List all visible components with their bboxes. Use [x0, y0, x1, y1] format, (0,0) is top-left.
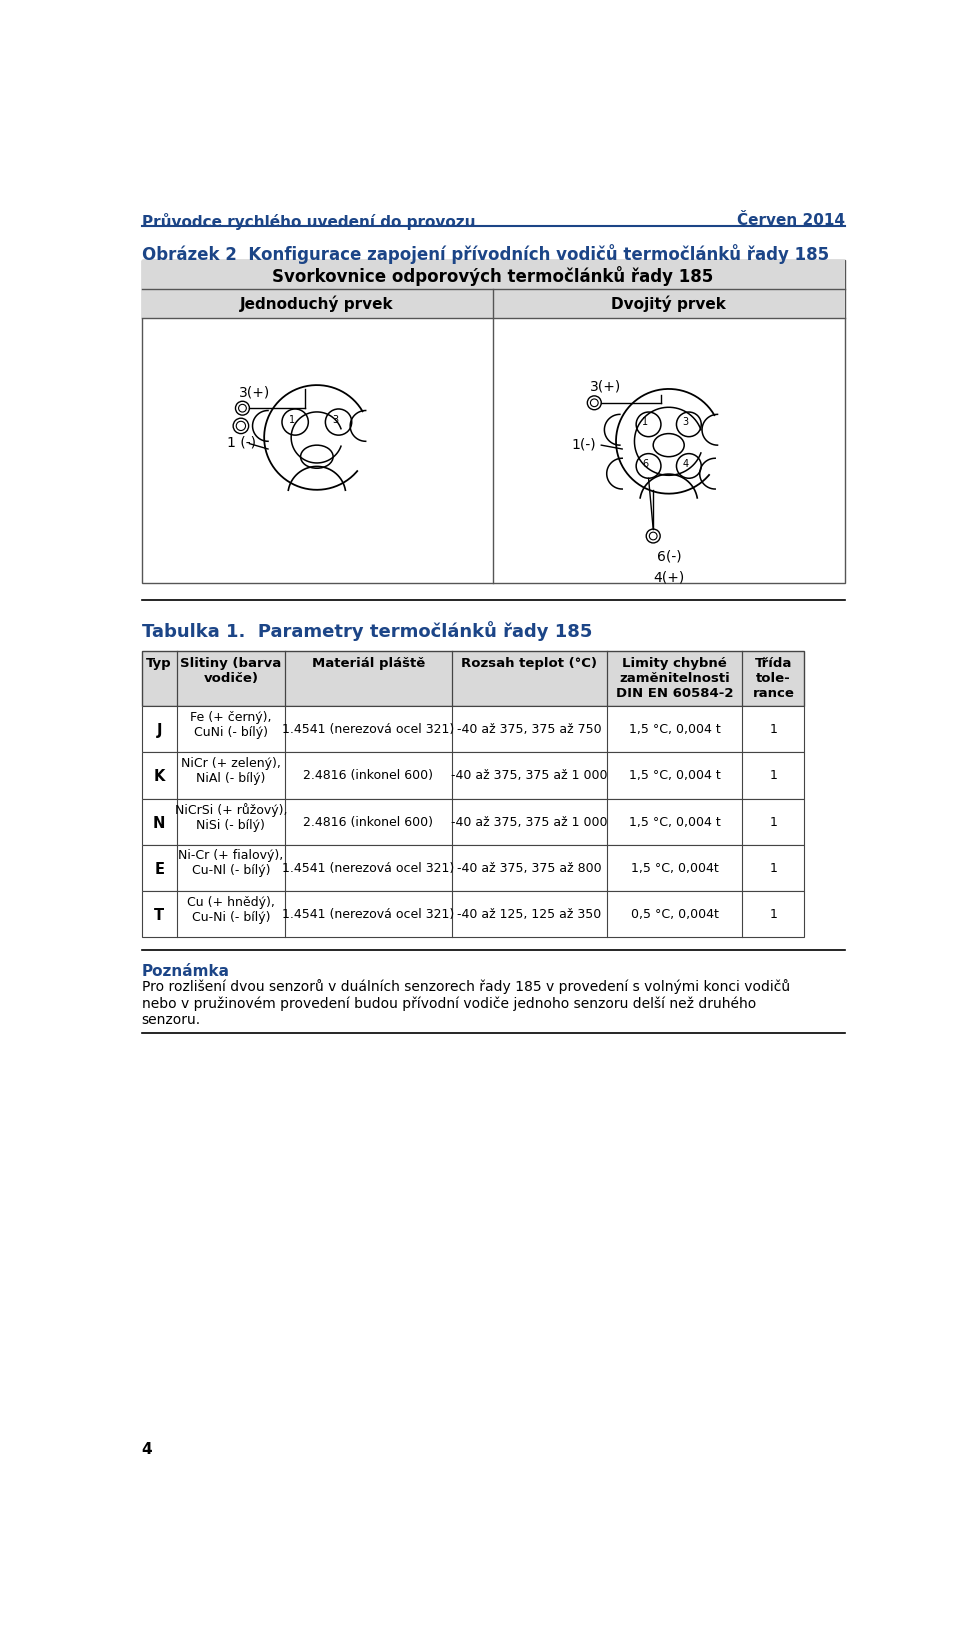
- Text: NiCrSi (+ růžový),
NiSi (- bílý): NiCrSi (+ růžový), NiSi (- bílý): [175, 804, 287, 832]
- Text: -40 až 375, 375 až 750: -40 až 375, 375 až 750: [457, 724, 602, 737]
- Text: Třída
tole-
rance: Třída tole- rance: [753, 656, 794, 701]
- Text: Typ: Typ: [146, 656, 172, 670]
- Text: N: N: [153, 815, 165, 830]
- Text: Průvodce rychlého uvedení do provozu: Průvodce rychlého uvedení do provozu: [142, 213, 475, 231]
- Text: 1: 1: [289, 414, 295, 424]
- Text: 3: 3: [683, 417, 689, 427]
- Bar: [142, 260, 845, 288]
- Text: J: J: [156, 724, 162, 738]
- Text: 1,5 °C, 0,004 t: 1,5 °C, 0,004 t: [629, 815, 720, 828]
- Text: 4: 4: [142, 1442, 153, 1457]
- Bar: [142, 845, 804, 891]
- Text: T: T: [154, 909, 164, 923]
- Text: Poznámka: Poznámka: [142, 964, 229, 979]
- Text: -40 až 375, 375 až 800: -40 až 375, 375 až 800: [457, 861, 602, 874]
- Text: 4: 4: [683, 458, 689, 468]
- Bar: [142, 260, 845, 583]
- Text: 3(+): 3(+): [239, 385, 270, 399]
- Bar: [142, 652, 804, 706]
- Text: 2.4816 (inkonel 600): 2.4816 (inkonel 600): [303, 815, 433, 828]
- Text: 6(-): 6(-): [657, 550, 682, 563]
- Text: Rozsah teplot (°C): Rozsah teplot (°C): [461, 656, 597, 670]
- Text: -40 až 375, 375 až 1 000: -40 až 375, 375 až 1 000: [451, 769, 608, 782]
- Bar: [142, 753, 804, 799]
- Text: 1: 1: [769, 861, 778, 874]
- Text: Červen 2014: Červen 2014: [736, 213, 845, 229]
- Text: 1: 1: [769, 724, 778, 737]
- Text: Dvojitý prvek: Dvojitý prvek: [612, 295, 726, 311]
- Bar: [142, 799, 804, 845]
- Text: -40 až 125, 125 až 350: -40 až 125, 125 až 350: [457, 909, 601, 922]
- Text: Tabulka 1.  Parametry termočlánků řady 185: Tabulka 1. Parametry termočlánků řady 18…: [142, 622, 592, 642]
- Text: 1 (-): 1 (-): [227, 435, 256, 450]
- Text: Fe (+ černý),
CuNi (- bílý): Fe (+ černý), CuNi (- bílý): [190, 710, 272, 738]
- Text: 1: 1: [769, 769, 778, 782]
- Text: E: E: [155, 861, 164, 877]
- Text: 0,5 °C, 0,004t: 0,5 °C, 0,004t: [631, 909, 718, 922]
- Text: 1: 1: [642, 417, 649, 427]
- Bar: [142, 891, 804, 936]
- Bar: [142, 706, 804, 753]
- Text: -40 až 375, 375 až 1 000: -40 až 375, 375 až 1 000: [451, 815, 608, 828]
- Text: 2.4816 (inkonel 600): 2.4816 (inkonel 600): [303, 769, 433, 782]
- Text: Limity chybné
zaměnitelnosti
DIN EN 60584-2: Limity chybné zaměnitelnosti DIN EN 6058…: [615, 656, 733, 701]
- Text: 3: 3: [332, 414, 339, 424]
- Bar: [142, 652, 804, 706]
- Text: 1,5 °C, 0,004 t: 1,5 °C, 0,004 t: [629, 724, 720, 737]
- Text: Svorkovnice odporových termočlánků řady 185: Svorkovnice odporových termočlánků řady …: [272, 265, 713, 286]
- Text: 1,5 °C, 0,004t: 1,5 °C, 0,004t: [631, 861, 718, 874]
- Text: 1.4541 (nerezová ocel 321): 1.4541 (nerezová ocel 321): [282, 909, 454, 922]
- Text: 1,5 °C, 0,004 t: 1,5 °C, 0,004 t: [629, 769, 720, 782]
- Bar: [142, 288, 845, 318]
- Text: 4(+): 4(+): [653, 571, 684, 584]
- Text: Jednoduchý prvek: Jednoduchý prvek: [240, 295, 394, 311]
- Text: NiCr (+ zelený),
NiAl (- bílý): NiCr (+ zelený), NiAl (- bílý): [180, 756, 280, 786]
- Text: Obrázek 2  Konfigurace zapojení přívodních vodičů termočlánků řady 185: Obrázek 2 Konfigurace zapojení přívodníc…: [142, 244, 828, 264]
- Bar: [142, 799, 804, 845]
- Text: 1(-): 1(-): [571, 437, 595, 452]
- Text: Pro rozlišení dvou senzorů v duálních senzorech řady 185 v provedení s volnými k: Pro rozlišení dvou senzorů v duálních se…: [142, 979, 790, 1028]
- Text: Slitiny (barva
vodiče): Slitiny (barva vodiče): [180, 656, 281, 684]
- Text: 1.4541 (nerezová ocel 321): 1.4541 (nerezová ocel 321): [282, 861, 454, 874]
- Text: 1.4541 (nerezová ocel 321): 1.4541 (nerezová ocel 321): [282, 724, 454, 737]
- Text: 1: 1: [769, 909, 778, 922]
- Bar: [142, 845, 804, 891]
- Bar: [142, 753, 804, 799]
- Bar: [142, 891, 804, 936]
- Text: K: K: [154, 769, 165, 784]
- Text: 1: 1: [769, 815, 778, 828]
- Text: Ni-Cr (+ fialový),
Cu-Nl (- bílý): Ni-Cr (+ fialový), Cu-Nl (- bílý): [179, 850, 283, 877]
- Bar: [142, 706, 804, 753]
- Text: Materiál pláště: Materiál pláště: [312, 656, 425, 670]
- Text: 3(+): 3(+): [590, 380, 622, 395]
- Bar: [142, 260, 845, 583]
- Text: 6: 6: [642, 458, 649, 468]
- Text: Cu (+ hnědý),
Cu-Ni (- bílý): Cu (+ hnědý), Cu-Ni (- bílý): [187, 895, 275, 923]
